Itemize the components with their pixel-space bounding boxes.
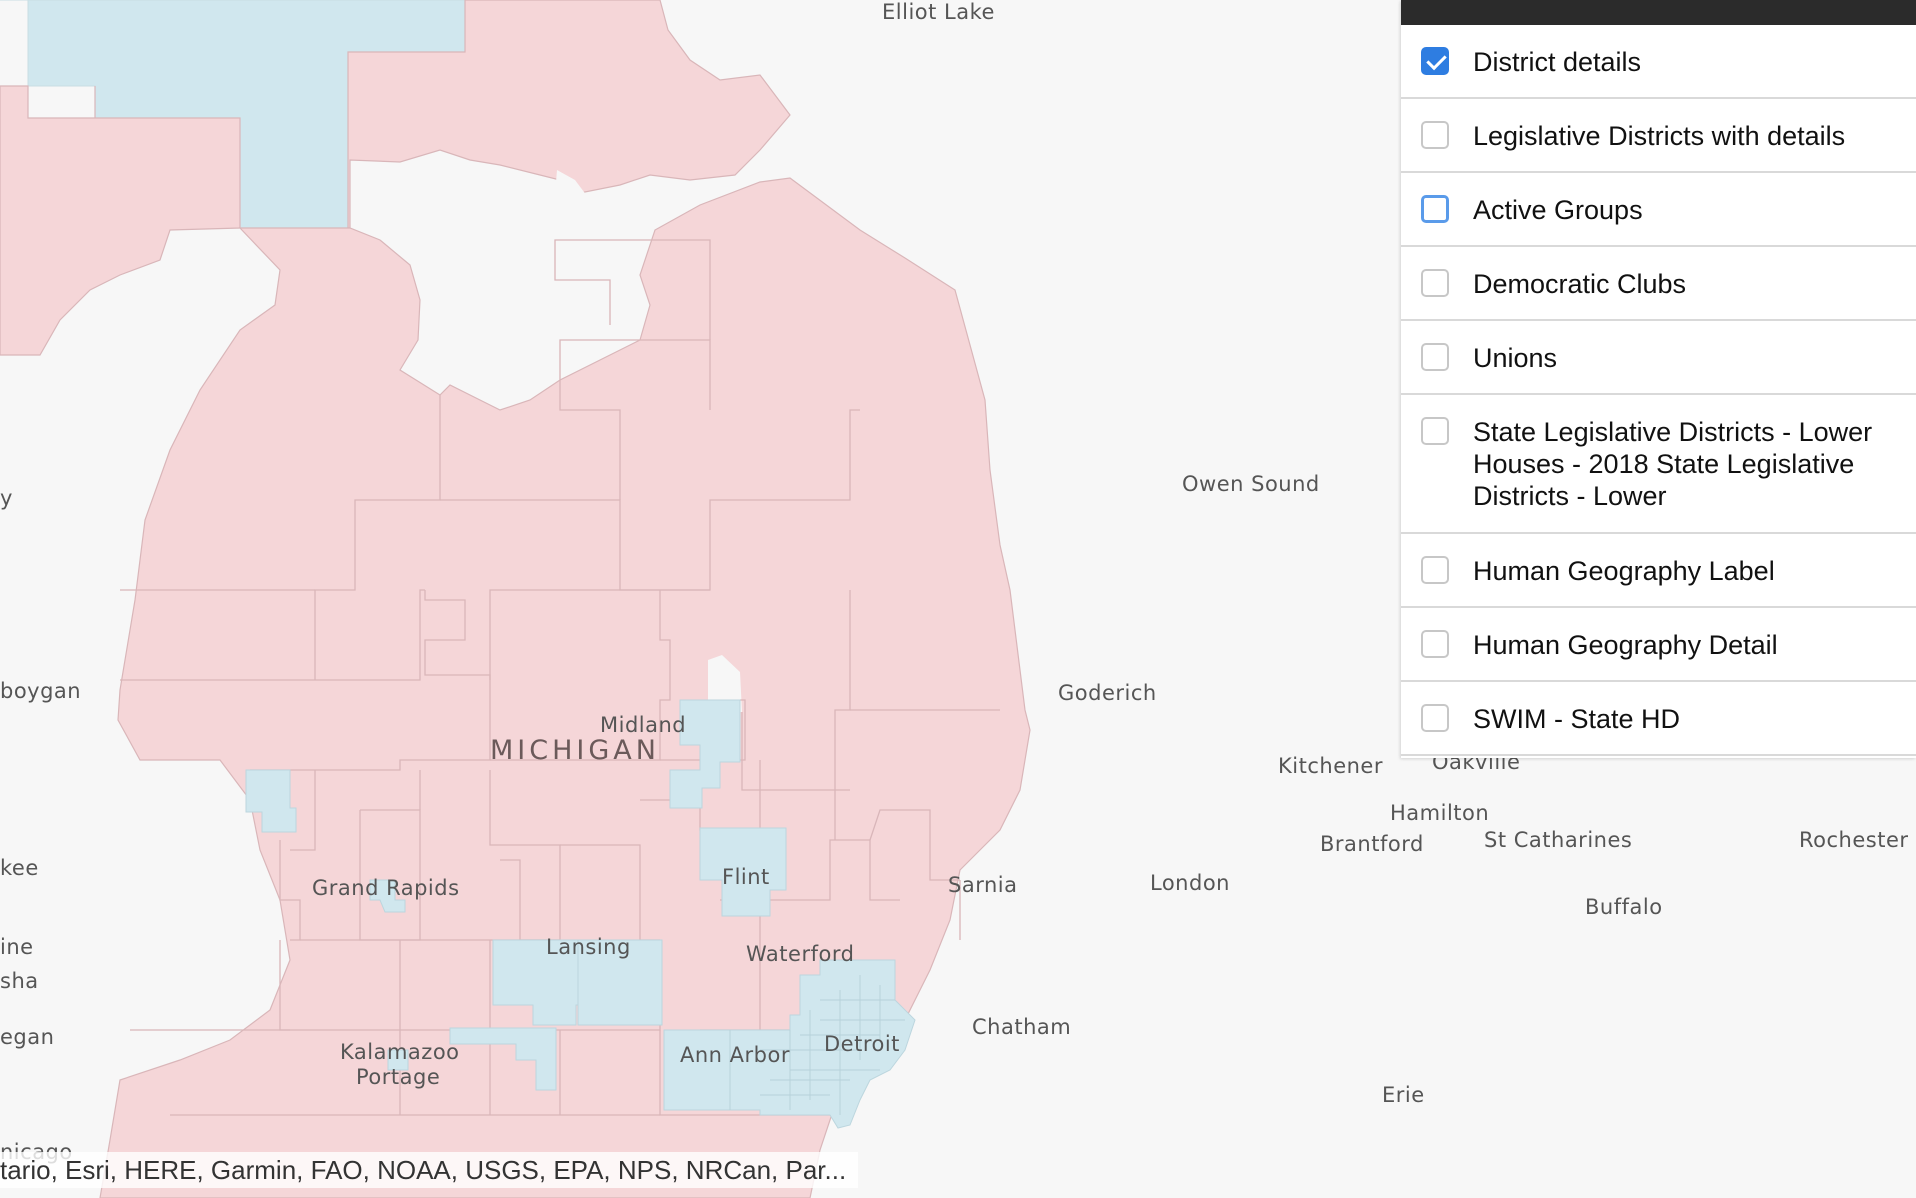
layer-checkbox-focused[interactable] — [1421, 195, 1449, 223]
district-west-shore — [245, 769, 297, 833]
state-label: MICHIGAN — [490, 735, 660, 766]
place-label: Rochester — [1799, 828, 1909, 852]
layer-label: Active Groups — [1473, 195, 1643, 225]
district-up-west — [0, 85, 241, 356]
place-label: kee — [0, 856, 39, 880]
place-label: Waterford — [746, 942, 855, 966]
place-label: Goderich — [1058, 681, 1157, 705]
district-boundaries — [120, 239, 1000, 1116]
place-label: Kitchener — [1278, 754, 1383, 778]
place-label: London — [1150, 871, 1230, 895]
place-label: Brantford — [1320, 832, 1424, 856]
bay-notch — [555, 170, 590, 210]
layer-item-swim-state-hd[interactable]: SWIM - State HD — [1401, 682, 1916, 756]
place-label: Chatham — [972, 1015, 1072, 1039]
layer-label: Democratic Clubs — [1473, 269, 1687, 299]
detroit-district-lines — [729, 975, 905, 1115]
place-label: Detroit — [824, 1032, 900, 1056]
layer-list-panel: District details Legislative Districts w… — [1401, 0, 1916, 758]
district-midland — [669, 699, 741, 809]
place-label: sha — [0, 969, 39, 993]
place-label: Ann Arbor — [680, 1043, 790, 1067]
place-label: Midland — [600, 713, 687, 737]
place-label: Flint — [722, 865, 770, 889]
layer-item-state-legislative-districts[interactable]: State Legislative Districts - Lower Hous… — [1401, 395, 1916, 534]
place-label: Portage — [356, 1065, 441, 1089]
layer-checkbox[interactable] — [1421, 704, 1449, 732]
layer-item-active-groups[interactable]: Active Groups — [1401, 173, 1916, 247]
district-detroit-area — [663, 959, 916, 1129]
layer-item-democratic-clubs[interactable]: Democratic Clubs — [1401, 247, 1916, 321]
layer-checkbox[interactable] — [1421, 343, 1449, 371]
saginaw-bay — [708, 655, 742, 712]
place-label: ine — [0, 935, 34, 959]
layer-label: District details — [1473, 47, 1642, 77]
place-label: Elliot Lake — [882, 0, 995, 24]
place-label: egan — [0, 1025, 55, 1049]
layer-label: State Legislative Districts - Lower Hous… — [1473, 417, 1873, 511]
layer-item-legislative-districts[interactable]: Legislative Districts with details — [1401, 99, 1916, 173]
layer-item-unions[interactable]: Unions — [1401, 321, 1916, 395]
district-lower-peninsula — [99, 177, 1031, 1198]
place-label: Erie — [1382, 1083, 1425, 1107]
layer-item-human-geography-detail[interactable]: Human Geography Detail — [1401, 608, 1916, 682]
place-label: Lansing — [546, 935, 631, 959]
layer-checkbox[interactable] — [1421, 417, 1449, 445]
layer-item-district-details[interactable]: District details — [1401, 25, 1916, 99]
layer-label: Legislative Districts with details — [1473, 121, 1846, 151]
layer-label: Human Geography Detail — [1473, 630, 1778, 660]
layer-item-human-geography-label[interactable]: Human Geography Label — [1401, 534, 1916, 608]
district-flint — [699, 827, 787, 917]
place-label: Sarnia — [948, 873, 1018, 897]
district-kalamazoo — [387, 1049, 409, 1071]
layer-checkbox[interactable] — [1421, 556, 1449, 584]
place-label: St Catharines — [1484, 828, 1633, 852]
layer-label: SWIM - State HD — [1473, 704, 1681, 734]
place-label: Hamilton — [1390, 801, 1490, 825]
layer-label: Human Geography Label — [1473, 556, 1775, 586]
place-label: y — [0, 486, 13, 510]
place-label: boygan — [0, 679, 82, 703]
place-label: Grand Rapids — [312, 876, 460, 900]
layer-checkbox[interactable] — [1421, 269, 1449, 297]
district-grand-rapids — [369, 879, 406, 913]
layer-label: Unions — [1473, 343, 1558, 373]
layer-checkbox-checked[interactable] — [1421, 47, 1449, 75]
place-label: Owen Sound — [1182, 472, 1320, 496]
place-label: Buffalo — [1585, 895, 1663, 919]
district-lansing-east — [577, 939, 663, 1026]
layer-checkbox[interactable] — [1421, 121, 1449, 149]
district-jackson — [449, 1027, 557, 1091]
democratic-districts — [245, 699, 916, 1129]
place-label: Kalamazoo — [340, 1040, 460, 1064]
panel-header — [1401, 0, 1916, 25]
map-attribution[interactable]: tario, Esri, HERE, Garmin, FAO, NOAA, US… — [0, 1152, 859, 1188]
layer-checkbox[interactable] — [1421, 630, 1449, 658]
